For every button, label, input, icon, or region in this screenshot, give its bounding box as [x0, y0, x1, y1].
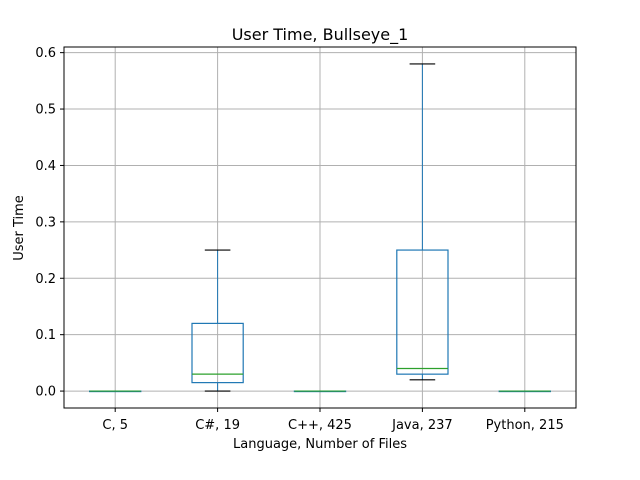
y-tick-label: 0.2 — [35, 272, 56, 287]
y-tick-label: 0.1 — [35, 328, 56, 343]
x-tick-label: Python, 215 — [486, 418, 564, 433]
x-tick-label: Java, 237 — [391, 418, 453, 433]
box-plot-5 — [498, 390, 552, 393]
box-plot-3 — [293, 390, 347, 393]
x-tick-label: C++, 425 — [288, 418, 352, 433]
y-axis-label: User Time — [12, 195, 27, 261]
box-plot-4 — [396, 63, 449, 381]
y-tick-label: 0.4 — [35, 159, 56, 174]
y-tick-label: 0.3 — [35, 215, 56, 230]
y-tick-label: 0.6 — [35, 46, 56, 61]
boxes — [88, 63, 552, 393]
y-tick-label: 0.5 — [35, 103, 56, 118]
axis-ticks: 0.0 0.1 0.2 0.3 0.4 0.5 0.6 C, 5 C#, 19 C++, 425 J… — [35, 46, 564, 433]
iqr-box — [191, 322, 244, 384]
x-tick-label: C#, 19 — [195, 418, 240, 433]
y-tick-label: 0.0 — [35, 385, 56, 400]
iqr-box — [396, 249, 449, 375]
x-tick-label: C, 5 — [102, 418, 128, 433]
chart-title: User Time, Bullseye_1 — [232, 25, 409, 45]
box-plot-2 — [191, 249, 244, 392]
x-axis-label: Language, Number of Files — [233, 437, 407, 452]
box-plot-1 — [88, 390, 142, 393]
